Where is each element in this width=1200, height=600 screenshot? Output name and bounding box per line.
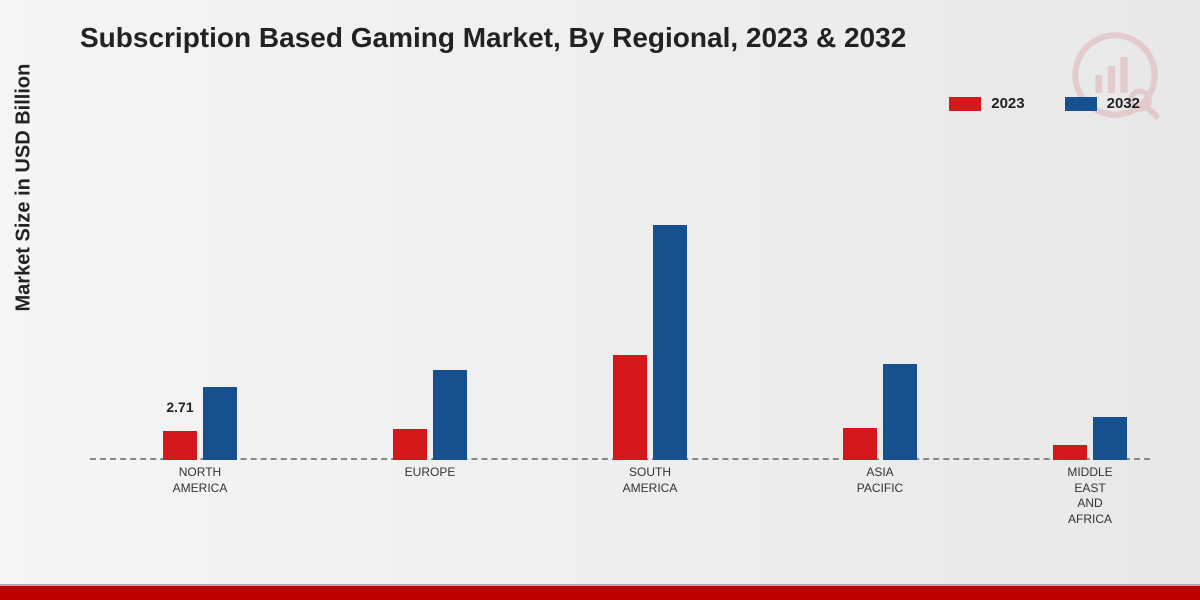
bar [163,431,197,460]
bar [883,364,917,460]
legend-label-2023: 2023 [991,95,1024,112]
bar-group [393,370,467,460]
legend-label-2032: 2032 [1107,95,1140,112]
x-axis-category-label: EUROPE [405,465,456,481]
bar [843,428,877,460]
bar-value-label: 2.71 [166,399,193,415]
bar [1093,417,1127,460]
legend-swatch-2032 [1065,97,1097,111]
bar [393,429,427,460]
x-axis-labels: NORTHAMERICA EUROPE SOUTHAMERICA ASIAPACIFI… [90,465,1150,535]
legend-item-2023: 2023 [949,95,1024,112]
bar [1053,445,1087,460]
y-axis-label: Market Size in USD Billion [13,64,36,312]
bar-group [843,364,917,460]
chart-title: Subscription Based Gaming Market, By Reg… [80,22,906,54]
x-axis-category-label: MIDDLEEASTANDAFRICA [1067,465,1112,527]
bar-group [1053,417,1127,460]
bar [203,387,237,460]
bar [613,355,647,460]
bar-group [613,225,687,460]
footer-bar [0,586,1200,600]
legend-swatch-2023 [949,97,981,111]
chart-legend: 2023 2032 [949,95,1140,112]
legend-item-2032: 2032 [1065,95,1140,112]
bar [653,225,687,460]
x-axis-category-label: NORTHAMERICA [173,465,228,496]
x-axis-category-label: SOUTHAMERICA [623,465,678,496]
x-axis-category-label: ASIAPACIFIC [857,465,903,496]
chart-plot-area: 2.71 [90,140,1150,460]
bar [433,370,467,460]
